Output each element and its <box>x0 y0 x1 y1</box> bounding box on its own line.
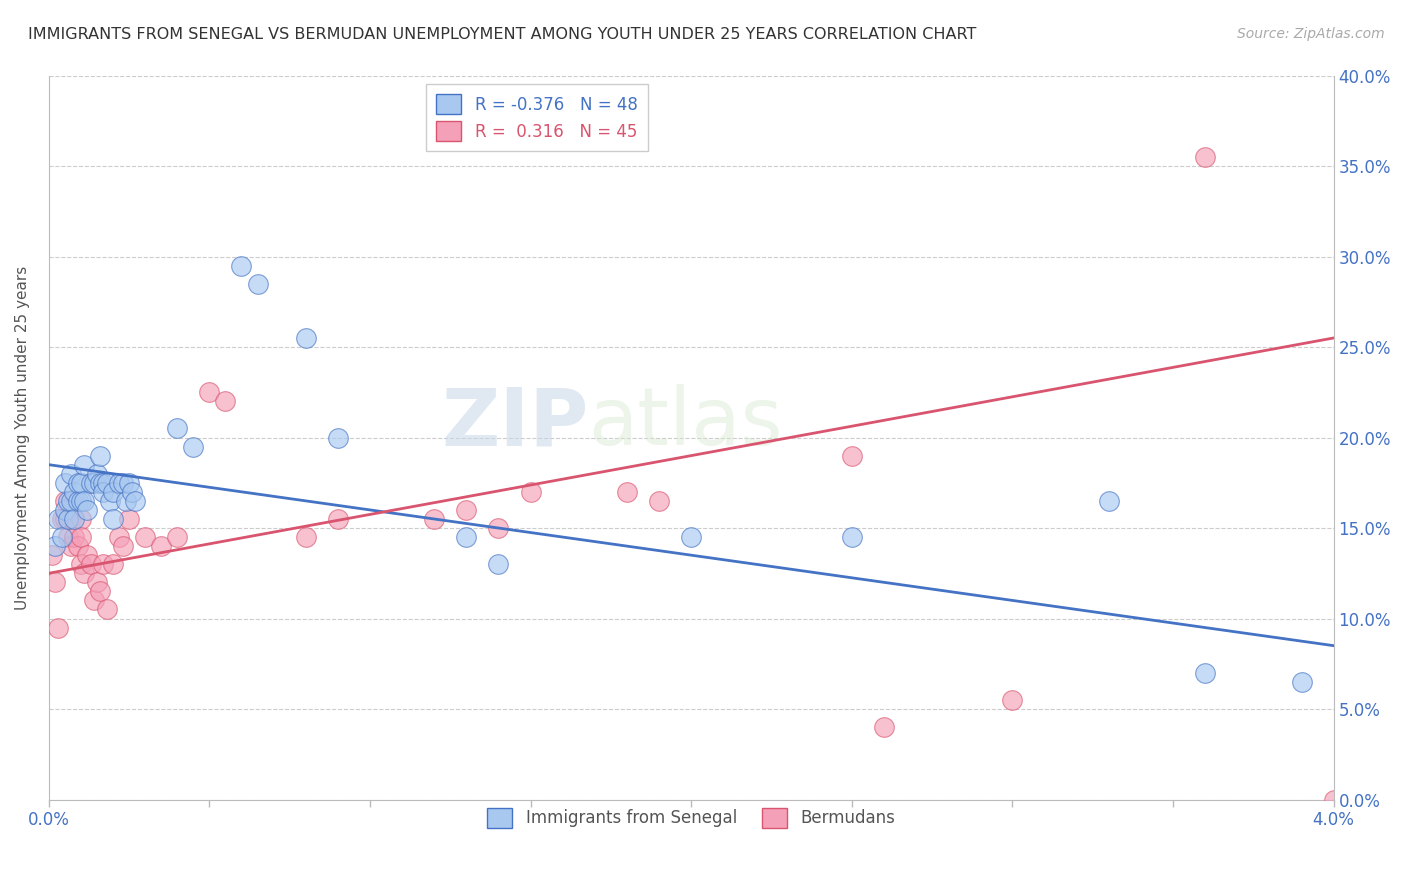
Point <box>60 512 83 526</box>
Point <box>841 449 863 463</box>
Point <box>326 512 349 526</box>
Point <box>1323 792 1346 806</box>
Point <box>1194 665 1216 680</box>
Point <box>70 558 93 572</box>
Point <box>246 277 269 291</box>
Point <box>93 558 115 572</box>
Point <box>70 475 93 490</box>
Point <box>93 484 115 499</box>
Point <box>53 512 76 526</box>
Point <box>60 467 83 481</box>
Point <box>101 558 124 572</box>
Point <box>66 539 89 553</box>
Point <box>48 621 70 635</box>
Point <box>63 484 86 499</box>
Point <box>73 566 96 581</box>
Point <box>519 484 541 499</box>
Point <box>66 475 89 490</box>
Point <box>73 458 96 472</box>
Point <box>79 475 101 490</box>
Text: ZIP: ZIP <box>441 384 588 462</box>
Point <box>648 494 671 508</box>
Point <box>456 530 478 544</box>
Point <box>93 475 115 490</box>
Point <box>1194 150 1216 164</box>
Text: IMMIGRANTS FROM SENEGAL VS BERMUDAN UNEMPLOYMENT AMONG YOUTH UNDER 25 YEARS CORR: IMMIGRANTS FROM SENEGAL VS BERMUDAN UNEM… <box>28 27 977 42</box>
Point <box>488 521 510 535</box>
Point <box>214 394 236 409</box>
Point <box>456 503 478 517</box>
Point <box>86 575 108 590</box>
Point <box>53 494 76 508</box>
Point <box>83 593 105 607</box>
Point <box>1291 674 1313 689</box>
Point <box>124 494 146 508</box>
Text: Source: ZipAtlas.com: Source: ZipAtlas.com <box>1237 27 1385 41</box>
Point <box>89 475 111 490</box>
Point <box>56 512 79 526</box>
Point <box>76 548 98 562</box>
Legend: Immigrants from Senegal, Bermudans: Immigrants from Senegal, Bermudans <box>481 801 901 835</box>
Point <box>423 512 446 526</box>
Point <box>101 484 124 499</box>
Point <box>63 512 86 526</box>
Y-axis label: Unemployment Among Youth under 25 years: Unemployment Among Youth under 25 years <box>15 266 30 609</box>
Point <box>115 494 138 508</box>
Point <box>841 530 863 544</box>
Point <box>98 494 121 508</box>
Point <box>51 530 73 544</box>
Text: atlas: atlas <box>588 384 783 462</box>
Point <box>63 530 86 544</box>
Point <box>96 475 118 490</box>
Point <box>56 530 79 544</box>
Point <box>73 494 96 508</box>
Point <box>70 494 93 508</box>
Point <box>76 503 98 517</box>
Point <box>48 512 70 526</box>
Point <box>44 575 66 590</box>
Point <box>1001 693 1024 707</box>
Point <box>181 440 204 454</box>
Point <box>70 530 93 544</box>
Point <box>83 475 105 490</box>
Point <box>70 512 93 526</box>
Point <box>89 449 111 463</box>
Point <box>150 539 173 553</box>
Point <box>681 530 703 544</box>
Point <box>231 259 253 273</box>
Point <box>326 430 349 444</box>
Point <box>60 494 83 508</box>
Point <box>488 558 510 572</box>
Point <box>79 558 101 572</box>
Point <box>118 512 141 526</box>
Point <box>56 494 79 508</box>
Point <box>873 720 896 734</box>
Point <box>96 602 118 616</box>
Point <box>44 539 66 553</box>
Point <box>86 467 108 481</box>
Point <box>63 494 86 508</box>
Point <box>53 503 76 517</box>
Point <box>134 530 156 544</box>
Point <box>41 548 63 562</box>
Point <box>101 512 124 526</box>
Point <box>89 584 111 599</box>
Point <box>198 385 221 400</box>
Point <box>108 475 131 490</box>
Point <box>166 530 188 544</box>
Point <box>616 484 638 499</box>
Point <box>111 475 134 490</box>
Point <box>53 475 76 490</box>
Point <box>51 512 73 526</box>
Point <box>111 539 134 553</box>
Point <box>60 539 83 553</box>
Point <box>121 484 143 499</box>
Point <box>294 530 316 544</box>
Point <box>108 530 131 544</box>
Point <box>294 331 316 345</box>
Point <box>1098 494 1121 508</box>
Point <box>118 475 141 490</box>
Point <box>166 421 188 435</box>
Point <box>66 494 89 508</box>
